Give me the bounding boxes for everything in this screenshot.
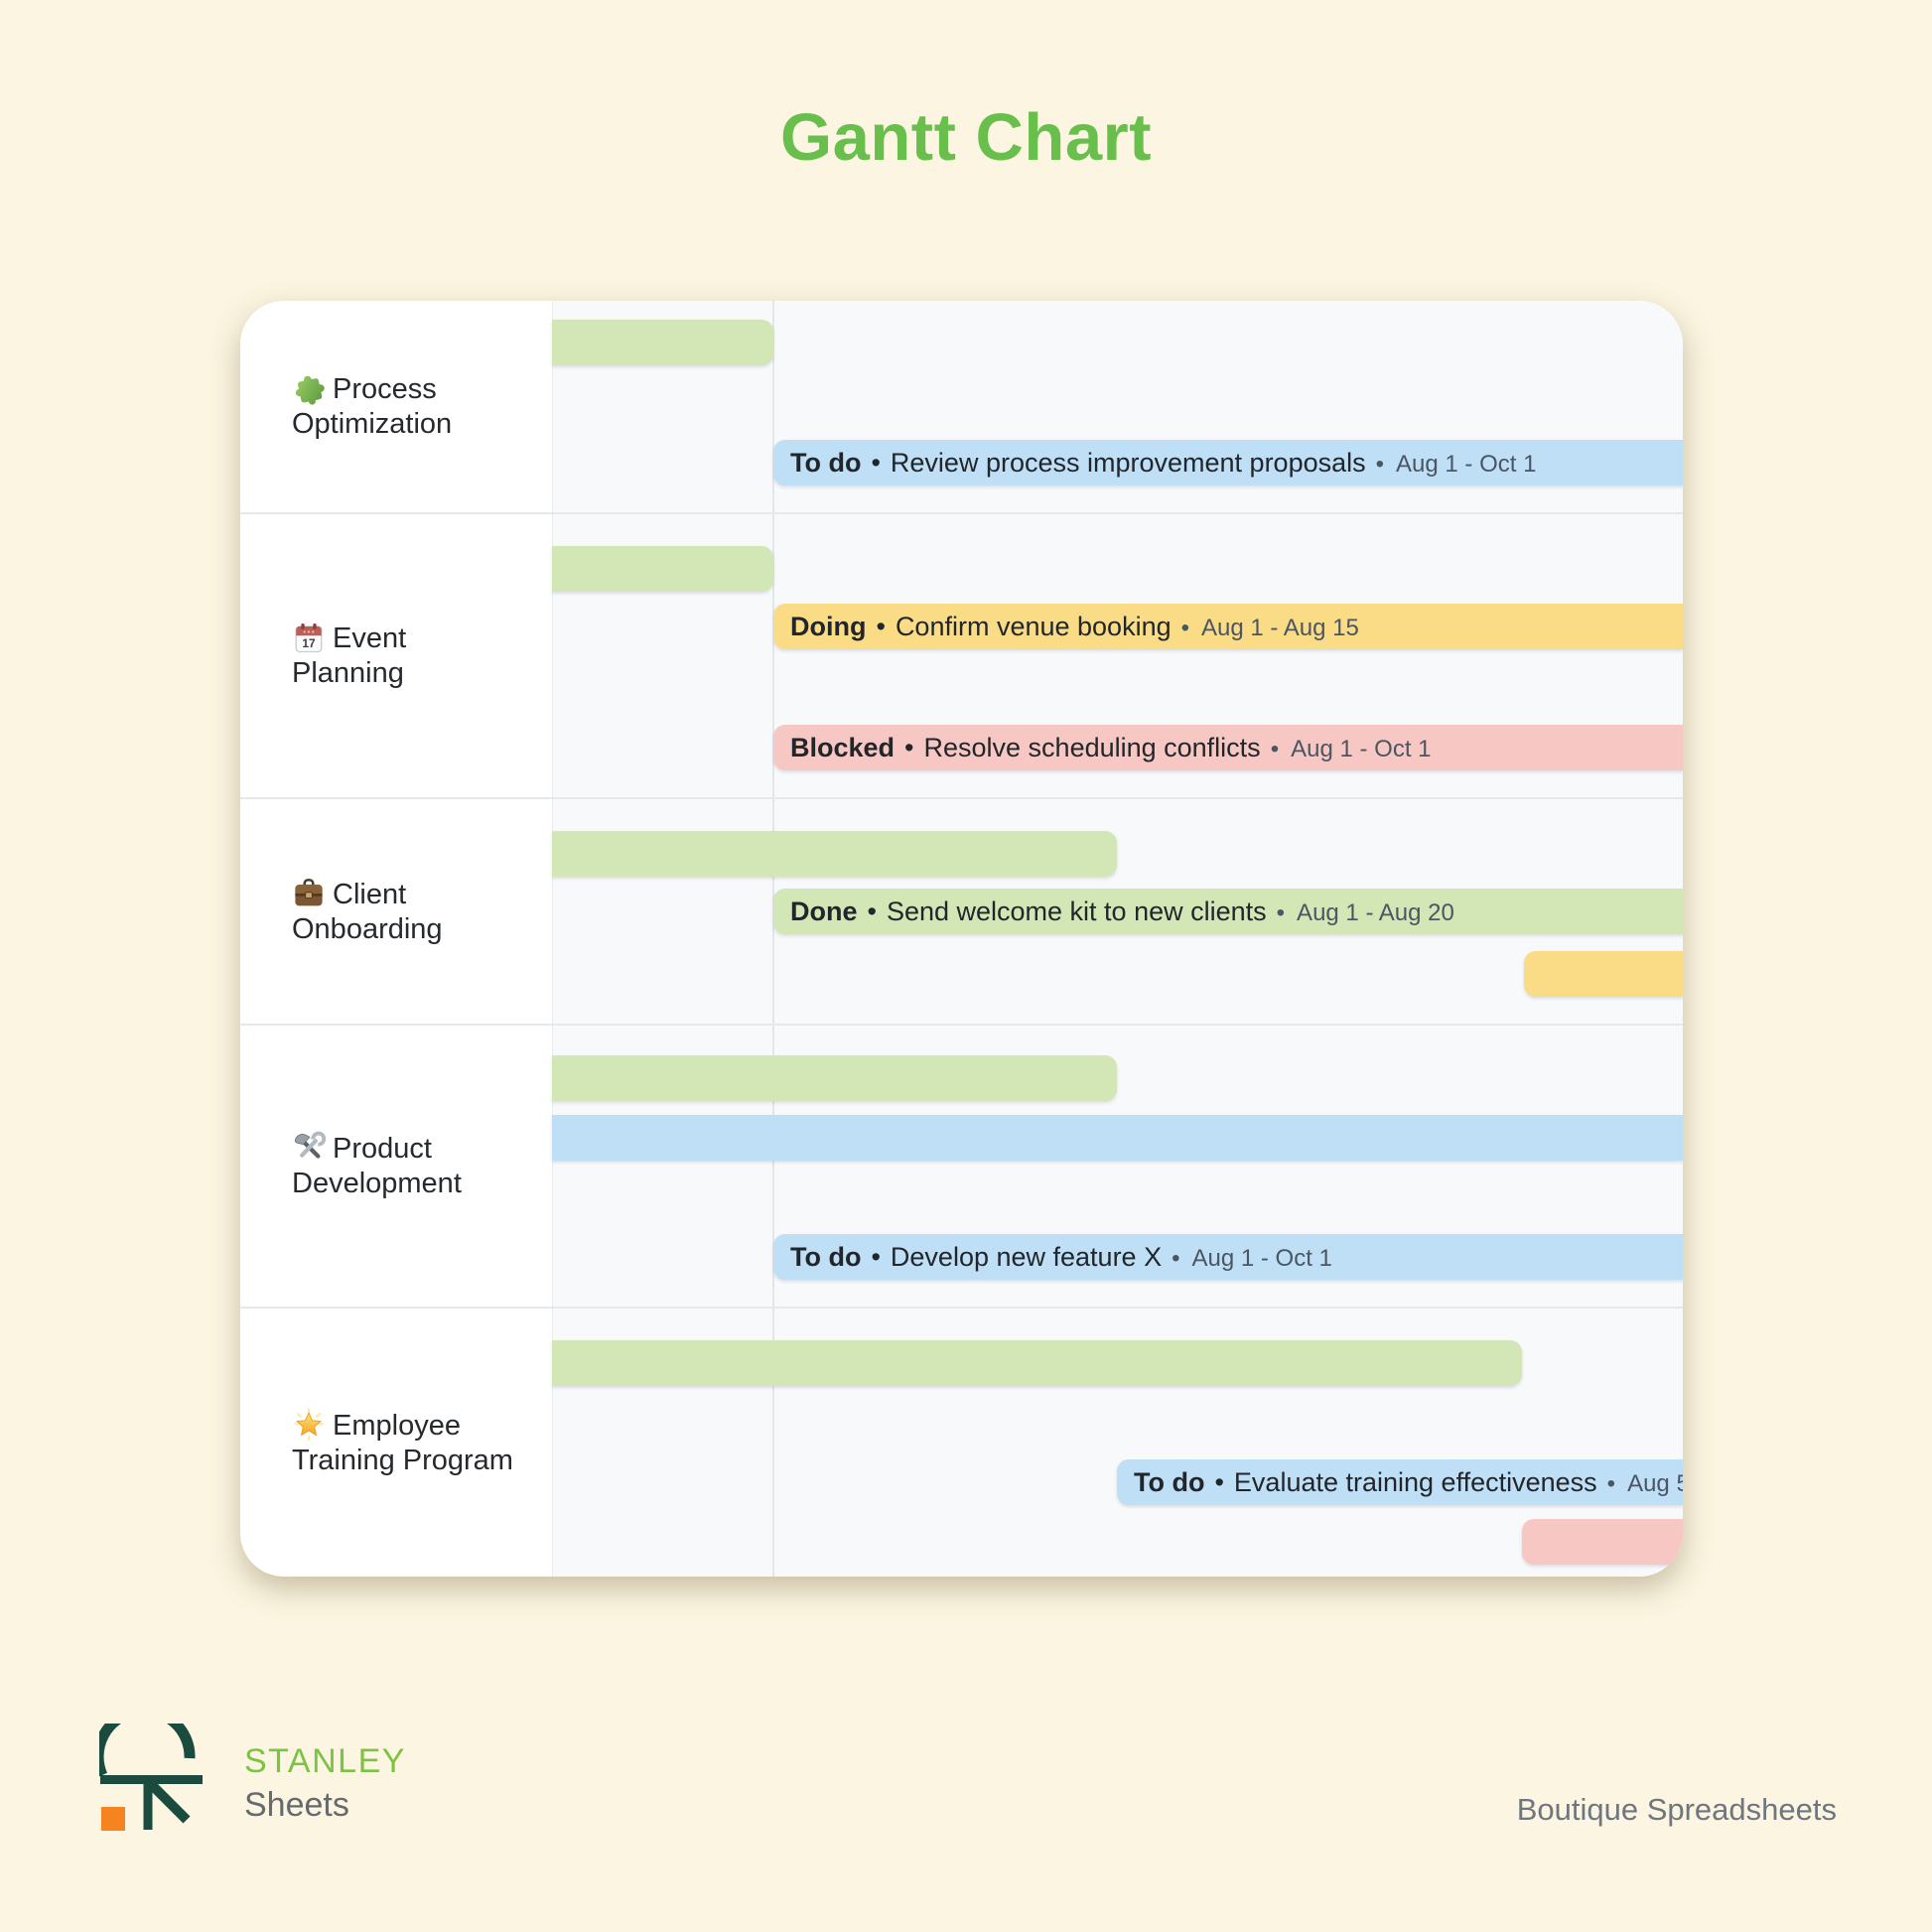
- task-status: To do: [1134, 1467, 1205, 1497]
- timeline-bar: [552, 546, 773, 592]
- gantt-row: Product Development: [240, 1026, 1683, 1309]
- month-gridline: [772, 301, 774, 1577]
- task-bar: Blocked • Resolve scheduling conflicts • Au…: [773, 725, 1683, 770]
- brand-logo-lockup: STANLEY Sheets: [99, 1724, 406, 1835]
- brand-name-bottom: Sheets: [244, 1786, 349, 1824]
- briefcase-icon: [292, 877, 326, 910]
- task-bar: To do • Evaluate training effectiveness • A…: [1117, 1459, 1683, 1505]
- bullet-separator: •: [904, 733, 914, 762]
- page-title: Gantt Chart: [780, 100, 1152, 175]
- brand-name-top: STANLEY: [244, 1742, 406, 1780]
- task-status: Doing: [790, 612, 867, 641]
- timeline-bar: [552, 320, 773, 365]
- timeline-bar: [1524, 951, 1683, 997]
- bullet-separator: •: [871, 1242, 881, 1272]
- task-status: Done: [790, 897, 858, 926]
- task-status: To do: [790, 1242, 862, 1272]
- task-bar: To do • Develop new feature X • Aug 1 - Oct…: [773, 1234, 1683, 1280]
- task-name: Confirm venue booking: [895, 612, 1172, 641]
- task-name: Evaluate training effectiveness: [1233, 1467, 1597, 1497]
- brand-text: STANLEY Sheets: [244, 1724, 406, 1835]
- project-label: Process Optimization: [292, 371, 453, 440]
- task-status: Blocked: [790, 733, 896, 762]
- puzzle-icon: [292, 371, 326, 405]
- project-label: Product Development: [292, 1131, 462, 1199]
- timeline-bar: [552, 1340, 1522, 1386]
- task-bar: Doing • Confirm venue booking • Aug 1 - Aug…: [773, 604, 1683, 649]
- task-status: To do: [790, 448, 862, 478]
- task-bar: To do • Review process improvement proposa…: [773, 440, 1683, 485]
- task-name: Resolve scheduling conflicts: [923, 733, 1261, 762]
- task-dates: • Aug 1 - Aug 15: [1180, 615, 1359, 641]
- timeline-bar: [552, 831, 1117, 877]
- gantt-row: Client Onboarding: [240, 799, 1683, 1026]
- task-dates: • Aug 1 - Oct 1: [1270, 736, 1432, 762]
- gantt-card: Process Optimization To do • Review process …: [240, 301, 1683, 1577]
- gantt-row: 17 Event Planning: [240, 514, 1683, 799]
- gantt-row: Process Optimization: [240, 301, 1683, 514]
- task-dates: • Aug 5 - Sep 20: [1606, 1470, 1683, 1497]
- project-label: Client Onboarding: [292, 877, 443, 945]
- brand-tagline: Boutique Spreadsheets: [1516, 1792, 1837, 1827]
- svg-text:17: 17: [302, 636, 316, 650]
- bullet-separator: •: [871, 448, 881, 478]
- timeline-bar: [1522, 1519, 1683, 1565]
- task-name: Review process improvement proposals: [890, 448, 1366, 478]
- project-label: Employee Training Program: [292, 1408, 513, 1476]
- gantt-row: Employee Training Program: [240, 1309, 1683, 1577]
- timeline-bar: [552, 1115, 1683, 1161]
- task-dates: • Aug 1 - Aug 20: [1276, 899, 1454, 926]
- bullet-separator: •: [1214, 1467, 1224, 1497]
- timeline-bar: [552, 1055, 1117, 1101]
- calendar-icon: 17: [292, 621, 326, 654]
- tools-icon: [292, 1131, 326, 1165]
- bullet-separator: •: [876, 612, 886, 641]
- task-dates: • Aug 1 - Oct 1: [1172, 1245, 1332, 1272]
- project-label: 17 Event Planning: [292, 621, 407, 689]
- star-icon: [292, 1408, 326, 1442]
- task-dates: • Aug 1 - Oct 1: [1375, 451, 1537, 478]
- bullet-separator: •: [867, 897, 877, 926]
- task-name: Send welcome kit to new clients: [886, 897, 1267, 926]
- stanley-sheets-logo-icon: [99, 1724, 203, 1831]
- task-name: Develop new feature X: [890, 1242, 1163, 1272]
- task-bar: Done • Send welcome kit to new clients • Au…: [773, 889, 1683, 934]
